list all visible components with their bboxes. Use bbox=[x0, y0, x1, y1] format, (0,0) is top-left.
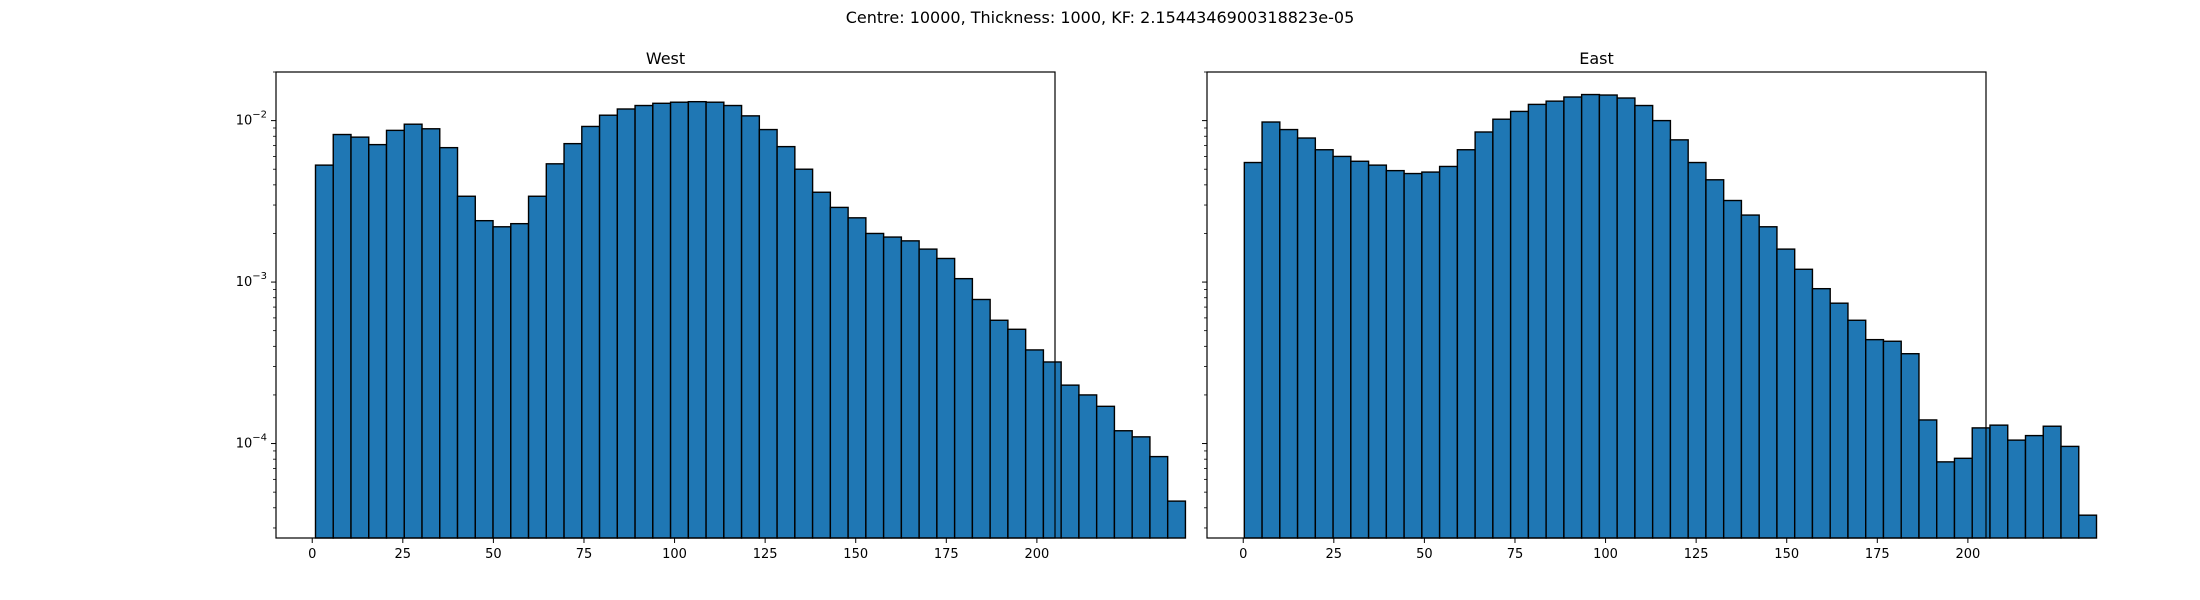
west-bar bbox=[456, 195, 476, 539]
west-title: West bbox=[646, 49, 685, 68]
west-bar bbox=[723, 104, 743, 539]
west-bar bbox=[1166, 500, 1187, 539]
west-bar bbox=[900, 240, 920, 539]
west-bar bbox=[1149, 455, 1169, 539]
west-bar bbox=[439, 146, 459, 539]
west-bar bbox=[1095, 405, 1116, 539]
west-bar bbox=[687, 100, 707, 539]
west-bar bbox=[1060, 384, 1080, 539]
west-bar bbox=[634, 104, 654, 539]
west-bar bbox=[510, 222, 530, 539]
west-bar bbox=[616, 108, 636, 539]
west-ytick-label: 10−4 bbox=[236, 433, 267, 452]
west-bar bbox=[811, 191, 832, 539]
west-xtick-label: 175 bbox=[934, 547, 959, 562]
west-bar bbox=[1078, 394, 1098, 539]
west-bar bbox=[332, 133, 352, 539]
west-xtick-label: 125 bbox=[753, 547, 778, 562]
west-bar bbox=[953, 277, 974, 539]
west-bar bbox=[421, 128, 441, 539]
west-xtick-label: 25 bbox=[395, 547, 412, 562]
west-bar bbox=[314, 164, 334, 539]
west-ytick-label: 10−2 bbox=[236, 110, 267, 129]
west-bar bbox=[350, 136, 370, 539]
west-xtick-label: 150 bbox=[843, 547, 868, 562]
west-bar bbox=[598, 114, 619, 539]
west-bar bbox=[669, 101, 690, 539]
west-bar bbox=[1113, 430, 1133, 539]
west-bar bbox=[1042, 361, 1062, 539]
west-bar bbox=[474, 219, 494, 539]
west-bar bbox=[882, 236, 903, 539]
west-bar bbox=[368, 143, 388, 539]
west-bar bbox=[936, 257, 956, 539]
west-axes-frame bbox=[275, 71, 1056, 539]
west-bar bbox=[865, 232, 885, 539]
west-bar bbox=[989, 319, 1009, 539]
west-bar bbox=[403, 123, 423, 539]
west-xtick-label: 75 bbox=[576, 547, 593, 562]
west-xtick-label: 50 bbox=[485, 547, 502, 562]
west-bar bbox=[1024, 349, 1045, 539]
west-bar bbox=[527, 195, 547, 539]
west-bar bbox=[1007, 328, 1027, 539]
west-bar bbox=[794, 168, 814, 539]
west-bar bbox=[1131, 436, 1151, 539]
west-bar bbox=[581, 125, 601, 539]
west-bar bbox=[918, 248, 938, 539]
west-bar bbox=[563, 142, 583, 539]
west-bar bbox=[758, 128, 778, 539]
west-xtick-label: 100 bbox=[662, 547, 687, 562]
west-xtick-label: 0 bbox=[308, 547, 316, 562]
west-xtick-label: 200 bbox=[1024, 547, 1049, 562]
figure-suptitle: Centre: 10000, Thickness: 1000, KF: 2.15… bbox=[845, 8, 1355, 27]
west-bar bbox=[829, 206, 849, 539]
west-bar bbox=[971, 298, 991, 539]
west-bar bbox=[847, 217, 867, 539]
west-bar bbox=[705, 101, 725, 539]
west-bar bbox=[492, 226, 512, 539]
west-bar bbox=[652, 102, 672, 539]
west-bar bbox=[776, 145, 796, 539]
west-bar bbox=[385, 129, 405, 539]
west-bar bbox=[740, 115, 761, 539]
west-bar bbox=[545, 163, 565, 539]
west-ytick-label: 10−3 bbox=[236, 271, 267, 290]
